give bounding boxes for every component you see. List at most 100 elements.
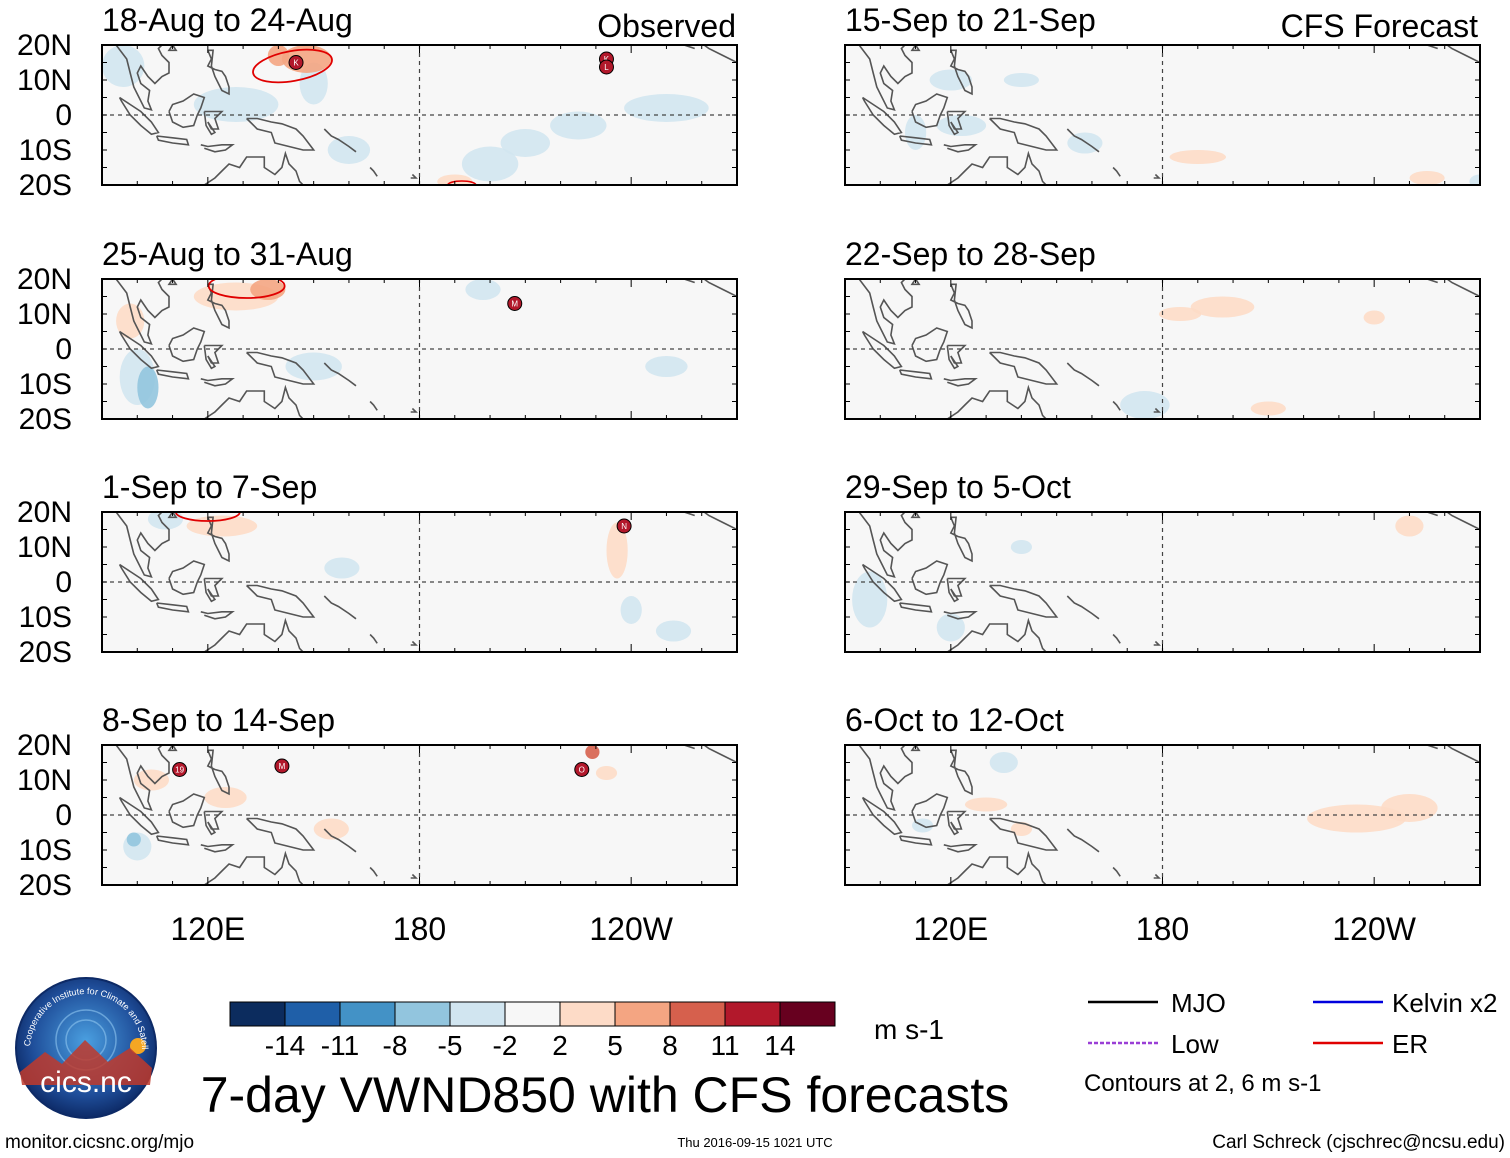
anomaly-patch (267, 45, 289, 66)
lat-tick-label: 20S (19, 636, 72, 669)
anomaly-patch (313, 818, 349, 840)
coastline (910, 512, 921, 519)
anomaly-patch (285, 352, 342, 381)
coastline (185, 150, 305, 185)
legend-kelvin-label: Kelvin x2 (1392, 988, 1498, 1018)
coastline (1066, 362, 1100, 387)
coastline (1112, 400, 1121, 411)
map-content (845, 512, 1480, 652)
coastline (185, 384, 305, 419)
anomaly-patch (936, 115, 987, 136)
panel-title: 29-Sep to 5-Oct (845, 469, 1071, 505)
coastline (989, 817, 1059, 851)
panel-title: 18-Aug to 24-Aug (102, 2, 353, 38)
anomaly-patch (936, 613, 965, 642)
coastline (1112, 633, 1121, 644)
anomaly-patch (1169, 150, 1227, 164)
storm-marker-label: K (293, 59, 299, 68)
anomaly-patch (1395, 515, 1424, 537)
coastline (682, 45, 737, 64)
lat-tick-label: 0 (55, 799, 72, 832)
lat-tick-label: 20N (17, 29, 72, 62)
footer-url[interactable]: monitor.cicsnc.org/mjo (5, 1132, 194, 1153)
logo-text: cics.nc (40, 1066, 132, 1099)
coastline (168, 327, 206, 363)
er-contour (252, 48, 333, 84)
map-content (102, 279, 737, 419)
anomaly-patch (500, 129, 550, 157)
lat-tick-label: 10N (17, 298, 72, 331)
anomaly-patch (204, 787, 247, 808)
coastline (861, 330, 903, 370)
coastline (369, 866, 378, 877)
coastline (682, 279, 737, 298)
coastline (946, 110, 967, 136)
coastline (369, 166, 378, 177)
coastline (946, 810, 967, 836)
coastline (185, 617, 305, 652)
anomaly-patch (624, 94, 709, 122)
legend-er-label: ER (1392, 1029, 1428, 1059)
coastline (861, 96, 903, 136)
colorbar-swatch (724, 1001, 781, 1027)
panel-title: 25-Aug to 31-Aug (102, 236, 353, 272)
coastline (203, 344, 224, 370)
anomaly-patch (655, 620, 692, 642)
storm-marker-icon (507, 296, 523, 311)
lon-tick-label: 180 (1136, 911, 1189, 947)
coastline (167, 279, 178, 286)
colorbar-swatch (339, 1001, 396, 1027)
map-content (102, 512, 737, 652)
coastline (928, 150, 1048, 185)
storm-marker-icon (574, 762, 590, 777)
colorbar-swatch (559, 1001, 616, 1027)
anomaly-patch (1250, 401, 1286, 416)
er-contour (447, 180, 477, 185)
anomaly-patch (1469, 174, 1480, 185)
coastline (115, 745, 170, 811)
coastline (203, 577, 224, 603)
colorbar-level-label: 5 (607, 1030, 623, 1061)
panel-title: 8-Sep to 14-Sep (102, 702, 335, 738)
coastline (118, 796, 160, 836)
coastline (200, 844, 235, 853)
map-content (845, 745, 1480, 885)
map-panel-1: M 25-Aug to 31-Aug (101, 236, 738, 420)
lat-tick-label: 0 (55, 99, 72, 132)
coastline (858, 512, 913, 578)
colorbar-level-label: -11 (321, 1030, 359, 1061)
coastline (115, 279, 170, 345)
lon-tick-label: 120W (589, 911, 673, 947)
panel-title: 15-Sep to 21-Sep (845, 2, 1096, 38)
coastline (946, 344, 967, 370)
coastline (682, 745, 737, 764)
anomaly-patch (550, 111, 607, 140)
colorbar-swatch (779, 1001, 836, 1027)
coastline (949, 749, 973, 796)
coastline (858, 45, 913, 111)
coastline (989, 117, 1059, 151)
colorbar-level-label: 2 (552, 1030, 568, 1061)
lat-tick-label: 10S (19, 601, 72, 634)
map-panel-3: 19 M O 8-Sep to 14-Sep (101, 702, 738, 886)
legend: MJO Kelvin x2 Low ER Contours at 2, 6 m … (1084, 988, 1498, 1097)
panel-title: 1-Sep to 7-Sep (102, 469, 317, 505)
coastline (911, 327, 949, 363)
anomaly-patch (116, 303, 145, 339)
anomaly-patch (186, 515, 258, 537)
logo-sun-icon (130, 1038, 146, 1054)
storm-marker-icon (616, 518, 632, 534)
coastline (155, 835, 190, 846)
colorbar-level-label: 11 (710, 1030, 739, 1061)
colorbar-swatch (229, 1001, 286, 1027)
storm-marker-label: M (279, 762, 286, 771)
coastline (168, 793, 206, 829)
coastline (203, 810, 224, 836)
coastline (167, 512, 178, 519)
anomaly-patch (645, 356, 688, 377)
colorbar-level-label: 8 (662, 1030, 678, 1061)
colorbar-swatch (504, 1001, 561, 1027)
coastline (206, 49, 230, 96)
coastline (155, 369, 190, 380)
coastline (1112, 166, 1121, 177)
